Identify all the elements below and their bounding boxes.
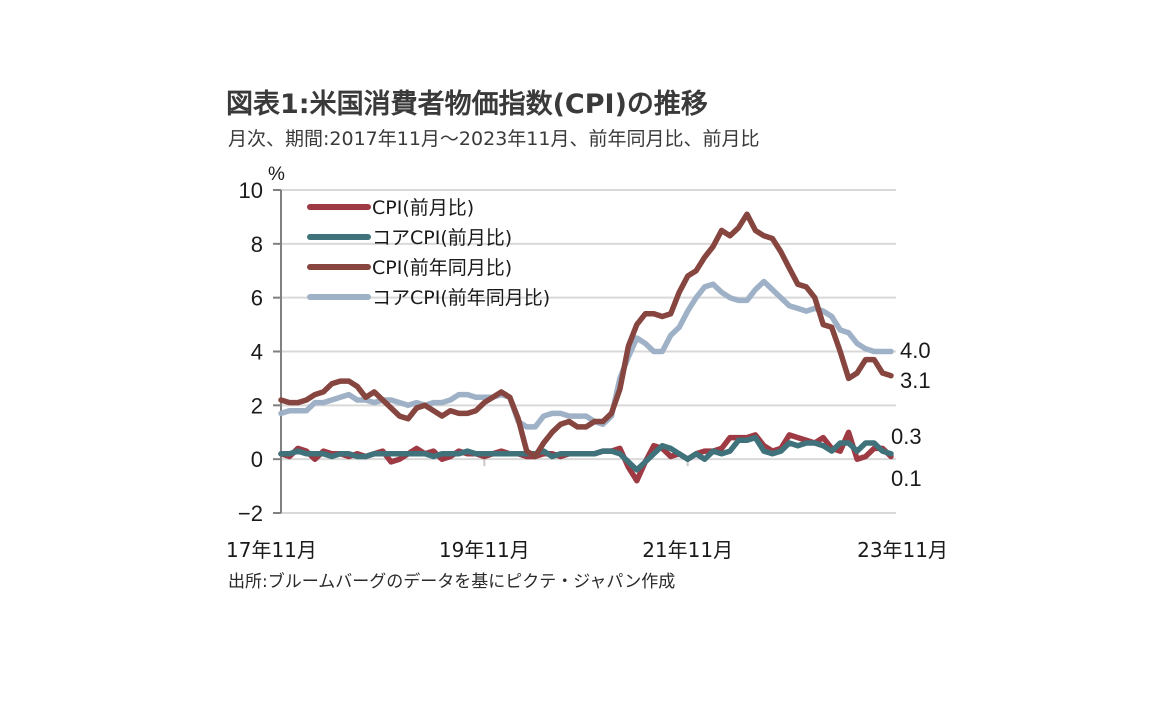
chart-subtitle: 月次、期間:2017年11月～2023年11月、前年同月比、前月比 [228, 128, 760, 150]
y-tick-label: 4 [251, 340, 263, 365]
legend-label: CPI(前年同月比) [372, 257, 512, 279]
x-tick-label: 23年11月 [857, 538, 948, 562]
axes: −2 0 2 4 6 8 10% 17年11月 19年11月 21年11月 23年11月 [226, 164, 948, 562]
legend-label: CPI(前月比) [372, 197, 474, 219]
y-tick-label: 2 [251, 393, 263, 418]
series-line [278, 211, 894, 460]
y-tick-label: 6 [251, 286, 263, 311]
y-unit-label: % [268, 164, 285, 185]
y-tick-label: 0 [251, 447, 263, 472]
chart-title: 図表1:米国消費者物価指数(CPI)の推移 [226, 89, 708, 120]
y-tick-label: 10 [239, 178, 263, 203]
legend-label: コアCPI(前月比) [372, 227, 512, 249]
end-value-label: 3.1 [900, 368, 931, 393]
x-tick-label: 19年11月 [439, 538, 530, 562]
x-tick-label: 21年11月 [642, 538, 733, 562]
legend: CPI(前月比) コアCPI(前月比) CPI(前年同月比) コアCPI(前年同月比) [307, 197, 550, 309]
y-tick-label: 8 [251, 232, 263, 257]
x-tick-label: 17年11月 [226, 538, 317, 562]
end-labels: 0.1 0.3 3.1 4.0 [891, 338, 931, 491]
source-note: 出所:ブルームバーグのデータを基にピクテ・ジャパン作成 [228, 572, 676, 592]
series-lines [278, 211, 894, 484]
end-value-label: 4.0 [900, 338, 931, 363]
gridlines [281, 189, 896, 514]
series-line [278, 434, 894, 473]
end-value-label: 0.1 [891, 466, 922, 491]
y-tick-label: −2 [238, 501, 263, 526]
end-value-label: 0.3 [891, 424, 922, 449]
legend-label: コアCPI(前年同月比) [372, 287, 550, 309]
